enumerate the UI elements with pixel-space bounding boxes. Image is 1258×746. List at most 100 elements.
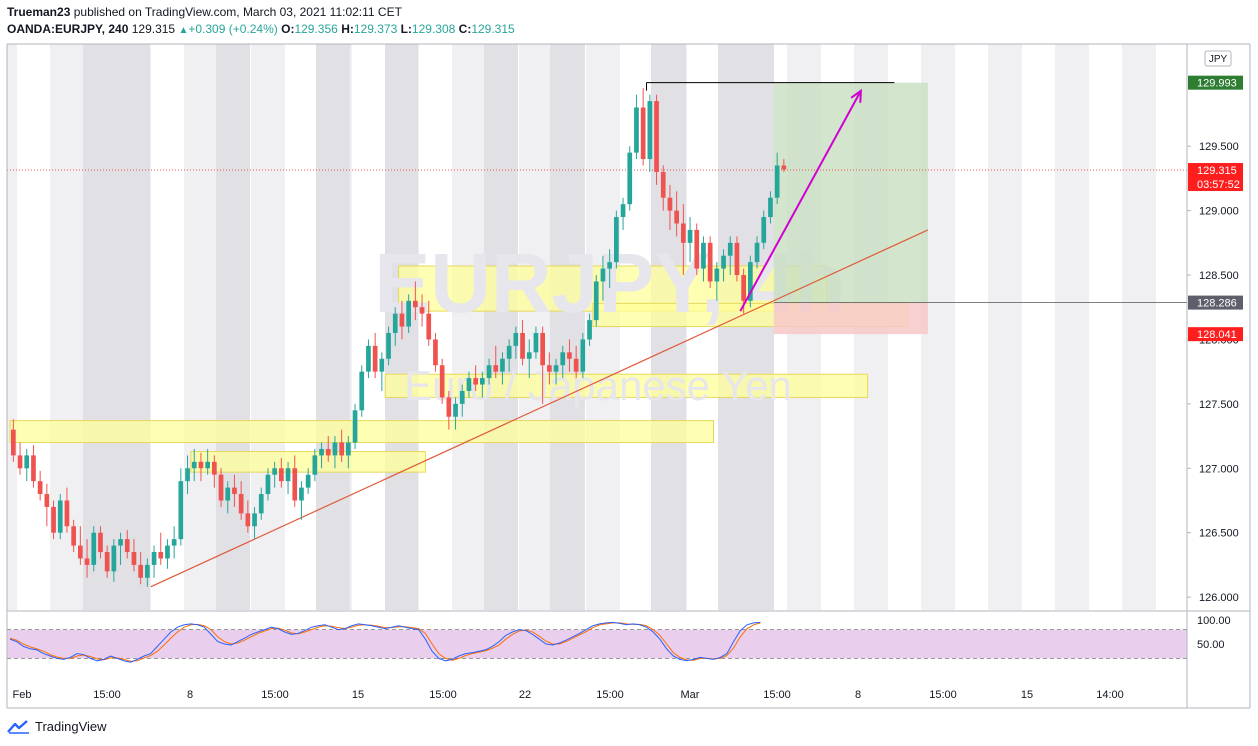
x-tick-label: 8 <box>855 689 861 701</box>
y-tick-label: 127.500 <box>1199 399 1239 411</box>
projection-arrowhead <box>850 88 863 103</box>
candle-body <box>774 165 780 198</box>
candle-body <box>185 468 190 482</box>
candle-body <box>506 345 512 359</box>
candle-body <box>426 313 432 340</box>
candle-body <box>24 455 30 469</box>
candle-body <box>473 378 478 385</box>
tradingview-footer[interactable]: TradingView <box>7 719 107 734</box>
candle-body <box>165 545 170 559</box>
candle-body <box>526 352 532 359</box>
candle-body <box>37 481 43 495</box>
candle-body <box>138 564 143 578</box>
open-label: O: <box>281 22 295 36</box>
support-resistance-zones <box>9 265 909 473</box>
candle-body <box>51 506 56 533</box>
candle-body <box>687 229 693 243</box>
candle-body <box>640 107 646 160</box>
candle-body <box>98 532 103 553</box>
x-tick-label: 14:00 <box>1096 689 1124 701</box>
candle-body <box>178 481 184 540</box>
candle-body <box>118 539 123 546</box>
candle-body <box>413 300 418 308</box>
candle-body <box>674 210 679 224</box>
stop-price-label: 128.041 <box>1197 329 1237 341</box>
session-band <box>1089 44 1122 610</box>
candle-body <box>44 494 50 507</box>
candle-body <box>325 448 331 456</box>
candle-body <box>714 268 720 282</box>
stop-zone <box>773 302 928 335</box>
ohlc-legend: OANDA:EURJPY, 240 129.315 ▲+0.309 (+0.24… <box>7 22 515 36</box>
candle-body <box>654 101 659 172</box>
candle-body <box>459 390 465 404</box>
candle-body <box>305 474 311 488</box>
candle-body <box>513 333 519 346</box>
candle-body <box>486 365 492 379</box>
y-tick-label: 128.500 <box>1199 270 1239 282</box>
close-value: 129.315 <box>471 22 515 36</box>
candle-body <box>78 545 83 559</box>
axes: 126.000126.500127.000127.500128.000128.5… <box>6 43 1251 709</box>
symbol-label[interactable]: OANDA:EURJPY, 240 <box>7 22 129 36</box>
high-label: H: <box>341 22 354 36</box>
candle-body <box>158 552 164 559</box>
high-value: 129.373 <box>353 22 398 36</box>
candle-body <box>386 333 391 359</box>
close-label: C: <box>458 22 472 36</box>
candle-body <box>727 242 733 256</box>
session-band <box>316 44 350 610</box>
candle-body <box>667 197 673 211</box>
candle-body <box>225 487 231 501</box>
candle-body <box>493 365 499 372</box>
candle-body <box>600 268 606 282</box>
candle-body <box>218 474 224 501</box>
x-tick-label: 15:00 <box>929 689 957 701</box>
candle-body <box>111 545 117 572</box>
candle-body <box>453 403 458 417</box>
candle-body <box>553 365 559 372</box>
candle-body <box>205 461 210 469</box>
candle-body <box>587 320 592 340</box>
candle-body <box>11 429 16 456</box>
y-tick-label: 127.000 <box>1199 463 1239 475</box>
candle-body <box>734 242 740 276</box>
candle-body <box>171 539 177 546</box>
candle-body <box>379 358 385 372</box>
candle-body <box>312 455 318 475</box>
candle-body <box>634 107 639 153</box>
tradingview-logo-icon <box>7 719 29 734</box>
currency-badge-bg <box>1204 50 1232 67</box>
candle-body <box>701 242 706 269</box>
candle-body <box>319 448 324 456</box>
candle-body <box>145 564 150 578</box>
candle-body <box>560 352 566 366</box>
candle-body <box>198 461 204 469</box>
candle-body <box>573 358 579 372</box>
candle-body <box>741 275 746 301</box>
publisher-name[interactable]: Trueman23 <box>7 5 71 19</box>
candle-body <box>567 352 572 359</box>
change-value: +0.309 (+0.24%) <box>188 22 278 36</box>
y-tick-label: 129.000 <box>1199 206 1239 218</box>
session-band <box>1022 44 1055 610</box>
candle-body <box>627 152 633 205</box>
entry-price-label: 128.286 <box>1197 298 1237 310</box>
candle-body <box>332 442 338 456</box>
candle-body <box>607 262 612 269</box>
candle-body <box>17 455 23 469</box>
stoch-tick-label: 50.00 <box>1197 639 1225 651</box>
candle-body <box>647 101 653 160</box>
candle-body <box>754 242 760 263</box>
candle-body <box>660 171 666 198</box>
trendline <box>150 229 929 588</box>
x-tick-label: 15:00 <box>763 689 791 701</box>
session-band <box>285 44 318 610</box>
session-band <box>1156 44 1189 610</box>
candle-body <box>433 339 438 366</box>
published-text: published on TradingView.com, March 03, … <box>73 5 402 19</box>
last-price-label-bg <box>1188 163 1243 192</box>
x-tick-label: 15:00 <box>429 689 457 701</box>
candle-body <box>232 487 237 495</box>
